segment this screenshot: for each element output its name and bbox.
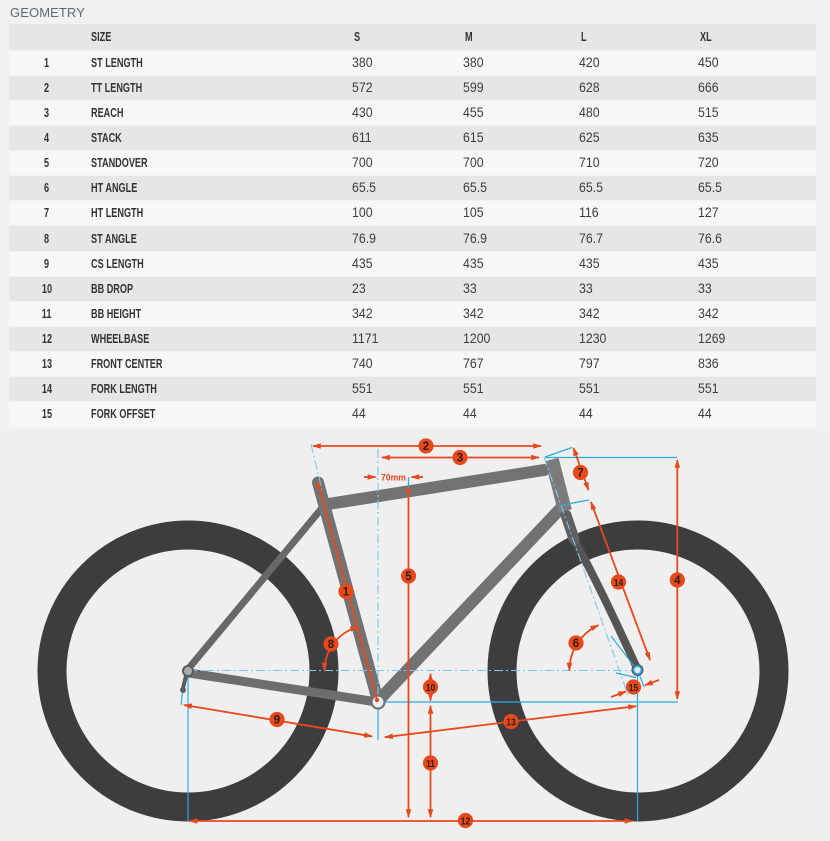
svg-text:11: 11 [426,759,435,770]
svg-text:14: 14 [614,578,624,589]
svg-text:5: 5 [405,571,412,583]
svg-text:4: 4 [674,575,681,587]
svg-text:3: 3 [457,453,463,465]
svg-text:7: 7 [577,468,583,480]
svg-text:2: 2 [423,441,429,453]
svg-text:9: 9 [274,715,280,727]
svg-text:8: 8 [328,639,335,651]
svg-text:15: 15 [629,683,639,694]
svg-text:6: 6 [573,638,579,650]
svg-text:70mm: 70mm [381,473,406,484]
svg-text:12: 12 [461,817,471,828]
svg-text:13: 13 [506,718,516,729]
svg-text:10: 10 [426,683,436,694]
svg-text:1: 1 [343,587,350,599]
